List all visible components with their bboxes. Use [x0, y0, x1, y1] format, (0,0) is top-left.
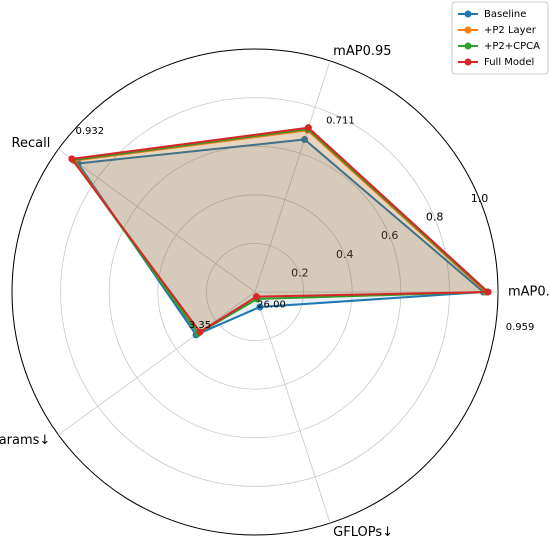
legend-label: +P2 Layer [484, 25, 537, 36]
category-label: GFLOPs↓ [333, 525, 393, 540]
r-tick-label: 0.4 [336, 248, 354, 261]
legend-label: Full Model [484, 57, 534, 68]
r-tick-label: 0.6 [381, 229, 399, 242]
series-point [256, 303, 264, 311]
series-point [196, 328, 204, 336]
annotation: 0.932 [75, 126, 104, 137]
annotation: 0.959 [506, 322, 535, 333]
series-line [69, 126, 491, 334]
r-tick-label: 0.8 [426, 211, 444, 224]
legend-marker [464, 58, 472, 66]
category-label: mAP0.5 [508, 285, 550, 300]
annotation: 0.711 [326, 116, 355, 127]
series-point [304, 124, 312, 132]
series-area [78, 139, 484, 335]
series-area [73, 129, 488, 334]
legend-marker [464, 42, 472, 50]
category-label: mAP0.95 [333, 44, 391, 59]
series-area [74, 130, 486, 334]
spoke [58, 291, 256, 436]
annotation: 3.35 [189, 320, 211, 331]
spoke [58, 148, 256, 293]
legend-marker [464, 10, 472, 18]
series-point [68, 155, 76, 163]
spoke [254, 291, 331, 524]
annotation: 26.00 [257, 300, 286, 311]
series-point [301, 135, 309, 143]
series-area [71, 127, 489, 332]
series-point [253, 293, 261, 301]
category-label: Recall [12, 136, 51, 151]
category-label: Params↓ [0, 433, 50, 448]
legend-box [451, 1, 549, 75]
r-tick-label: 0.2 [291, 266, 309, 279]
legend-label: Baseline [484, 9, 526, 20]
legend: Baseline +P2 Layer +P2+CPCA Full Model [451, 1, 549, 75]
spoke [254, 60, 331, 293]
legend-marker [464, 26, 472, 34]
legend-label: +P2+CPCA [484, 41, 540, 52]
series-point [484, 288, 492, 296]
